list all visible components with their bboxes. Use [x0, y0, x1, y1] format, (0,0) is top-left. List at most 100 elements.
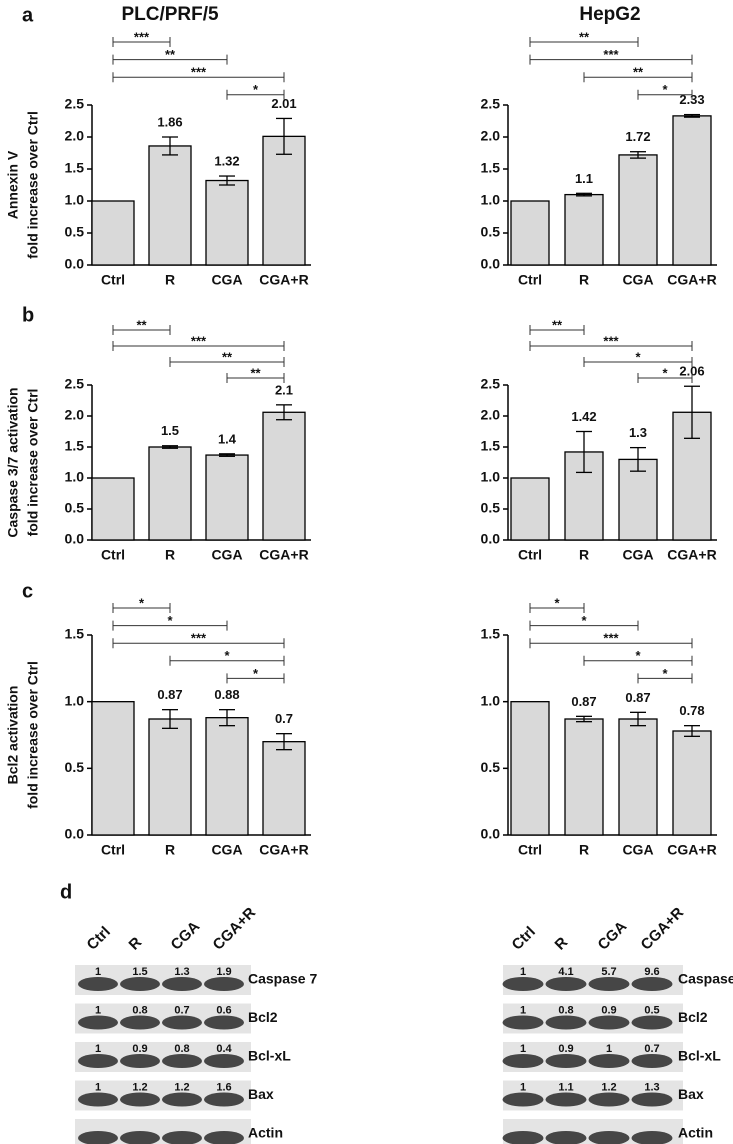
band-quantification: 1.2: [601, 1081, 616, 1093]
lane-label: Ctrl: [509, 923, 539, 953]
protein-label: Bcl2: [248, 1009, 278, 1025]
significance-label: *: [253, 82, 259, 97]
band-quantification: 1.2: [132, 1081, 147, 1093]
x-tick-label: Ctrl: [518, 272, 542, 288]
significance-bracket: [112, 37, 171, 47]
y-tick-label: 0.0: [481, 256, 501, 272]
lane-label: CGA: [168, 918, 204, 954]
blot-band: [204, 1092, 244, 1107]
x-tick-label: R: [165, 842, 175, 858]
significance-label: **: [165, 47, 176, 62]
protein-label: Bcl-xL: [248, 1048, 291, 1064]
y-tick-label: 0.5: [481, 500, 501, 516]
band-quantification: 5.7: [601, 966, 616, 978]
significance-bracket: [112, 341, 285, 351]
band-quantification: 1: [95, 966, 101, 978]
y-tick-label: 1.0: [65, 192, 85, 208]
y-tick-label: 2.5: [481, 96, 501, 112]
bar: [205, 179, 249, 266]
bar: [91, 200, 135, 266]
significance-label: ***: [191, 631, 207, 646]
band-quantification: 0.9: [558, 1043, 573, 1055]
lane-label: Ctrl: [84, 923, 114, 953]
blot-band: [631, 977, 673, 991]
value-label: 0.88: [214, 687, 239, 702]
band-quantification: 4.1: [558, 966, 573, 978]
bar: [262, 411, 306, 541]
band-quantification: 1.6: [216, 1081, 231, 1093]
y-tick-label: 1.0: [481, 469, 501, 485]
blot-band: [120, 977, 160, 991]
significance-bracket: [112, 54, 228, 65]
y-tick-label: 0.5: [65, 224, 85, 240]
blot-band: [78, 1131, 118, 1144]
significance-bracket: [637, 373, 693, 383]
y-tick-label: 0.0: [65, 256, 85, 272]
y-tick-label: 1.5: [481, 438, 501, 454]
significance-label: **: [579, 29, 590, 44]
y-axis-label: fold increase over Ctrl: [25, 111, 41, 259]
lane-label: R: [552, 934, 572, 954]
value-label: 2.01: [271, 96, 296, 111]
y-axis-label: Caspase 3/7 activation: [5, 387, 21, 537]
protein-label: Bcl2: [678, 1009, 708, 1025]
value-label: 2.06: [679, 364, 704, 379]
x-tick-label: CGA+R: [667, 272, 716, 288]
x-tick-label: Ctrl: [101, 547, 125, 563]
bar: [510, 701, 550, 836]
significance-label: *: [635, 349, 641, 364]
value-label: 1.32: [214, 153, 239, 168]
value-label: 1.3: [629, 425, 647, 440]
blot-band: [162, 1054, 202, 1068]
lane-label: CGA+R: [210, 904, 260, 954]
band-quantification: 9.6: [644, 966, 659, 978]
significance-label: **: [552, 317, 563, 332]
significance-bracket: [583, 655, 693, 666]
significance-label: **: [633, 65, 644, 80]
bar: [618, 458, 658, 541]
band-quantification: 1: [95, 1004, 101, 1016]
x-tick-label: R: [579, 272, 589, 288]
significance-bracket: [112, 603, 171, 613]
lane-label: R: [126, 934, 146, 954]
band-quantification: 1.9: [216, 966, 231, 978]
y-axis-label: fold increase over Ctrl: [25, 389, 41, 537]
panel-label: a: [22, 4, 34, 26]
y-tick-label: 1.0: [65, 692, 85, 708]
x-tick-label: CGA: [211, 272, 242, 288]
significance-bracket: [637, 89, 693, 100]
y-tick-label: 1.5: [481, 160, 501, 176]
lane-label: CGA+R: [638, 904, 688, 954]
significance-bracket: [112, 325, 171, 335]
y-tick-label: 1.5: [65, 626, 85, 642]
bar: [510, 477, 550, 541]
blot-band: [78, 1015, 118, 1030]
bar: [262, 741, 306, 836]
significance-bracket: [529, 638, 693, 649]
band-quantification: 0.8: [132, 1004, 147, 1016]
blot-band: [162, 1131, 202, 1144]
blot-band: [631, 1054, 673, 1068]
protein-label: Caspase 7: [678, 971, 733, 987]
bar: [148, 145, 192, 266]
y-tick-label: 2.0: [481, 407, 501, 423]
bar: [618, 154, 658, 266]
y-tick-label: 0.5: [65, 759, 85, 775]
significance-label: **: [136, 317, 147, 332]
band-quantification: 0.9: [601, 1004, 616, 1016]
y-tick-label: 0.5: [481, 759, 501, 775]
bar: [262, 135, 306, 266]
y-tick-label: 0.5: [65, 500, 85, 516]
blot-band: [502, 1131, 544, 1144]
blot-band: [545, 977, 587, 991]
panel-label: d: [60, 881, 72, 903]
band-quantification: 1: [520, 1004, 526, 1016]
bar: [618, 718, 658, 836]
x-tick-label: CGA+R: [259, 842, 308, 858]
value-label: 0.87: [571, 694, 596, 709]
x-tick-label: R: [165, 547, 175, 563]
x-tick-label: CGA: [622, 272, 653, 288]
significance-bracket: [112, 638, 285, 649]
significance-bracket: [529, 54, 693, 65]
value-label: 2.1: [275, 382, 293, 397]
